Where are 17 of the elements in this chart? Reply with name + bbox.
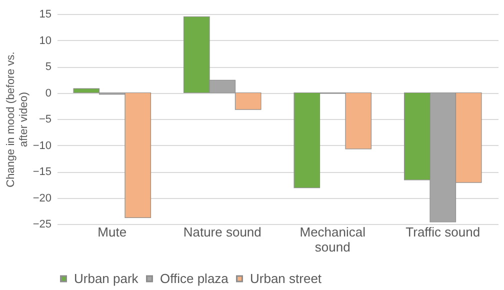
y-tick-label: 15 [39,8,52,20]
legend-label: Urban park [74,270,139,286]
legend-label: Office plaza [160,270,230,286]
y-tick-label: −5 [38,114,52,126]
x-tick-label: Mechanical sound [300,224,366,254]
y-axis-title: Change in mood (before vs. after video) [4,52,30,188]
x-tick-label: Nature sound [183,224,262,240]
y-tick-label: 10 [39,34,52,47]
y-tick-label: 5 [45,61,52,73]
legend-label: Urban street [250,270,322,286]
y-tick-label: 0 [45,87,52,100]
x-tick-label: Mute [98,224,127,240]
x-tick-label: Traffic sound [406,224,480,240]
y-tick-label: −20 [32,192,52,204]
y-tick-label: −15 [32,166,52,178]
y-tick-label: −25 [32,218,52,230]
y-tick-label: −10 [32,140,52,152]
